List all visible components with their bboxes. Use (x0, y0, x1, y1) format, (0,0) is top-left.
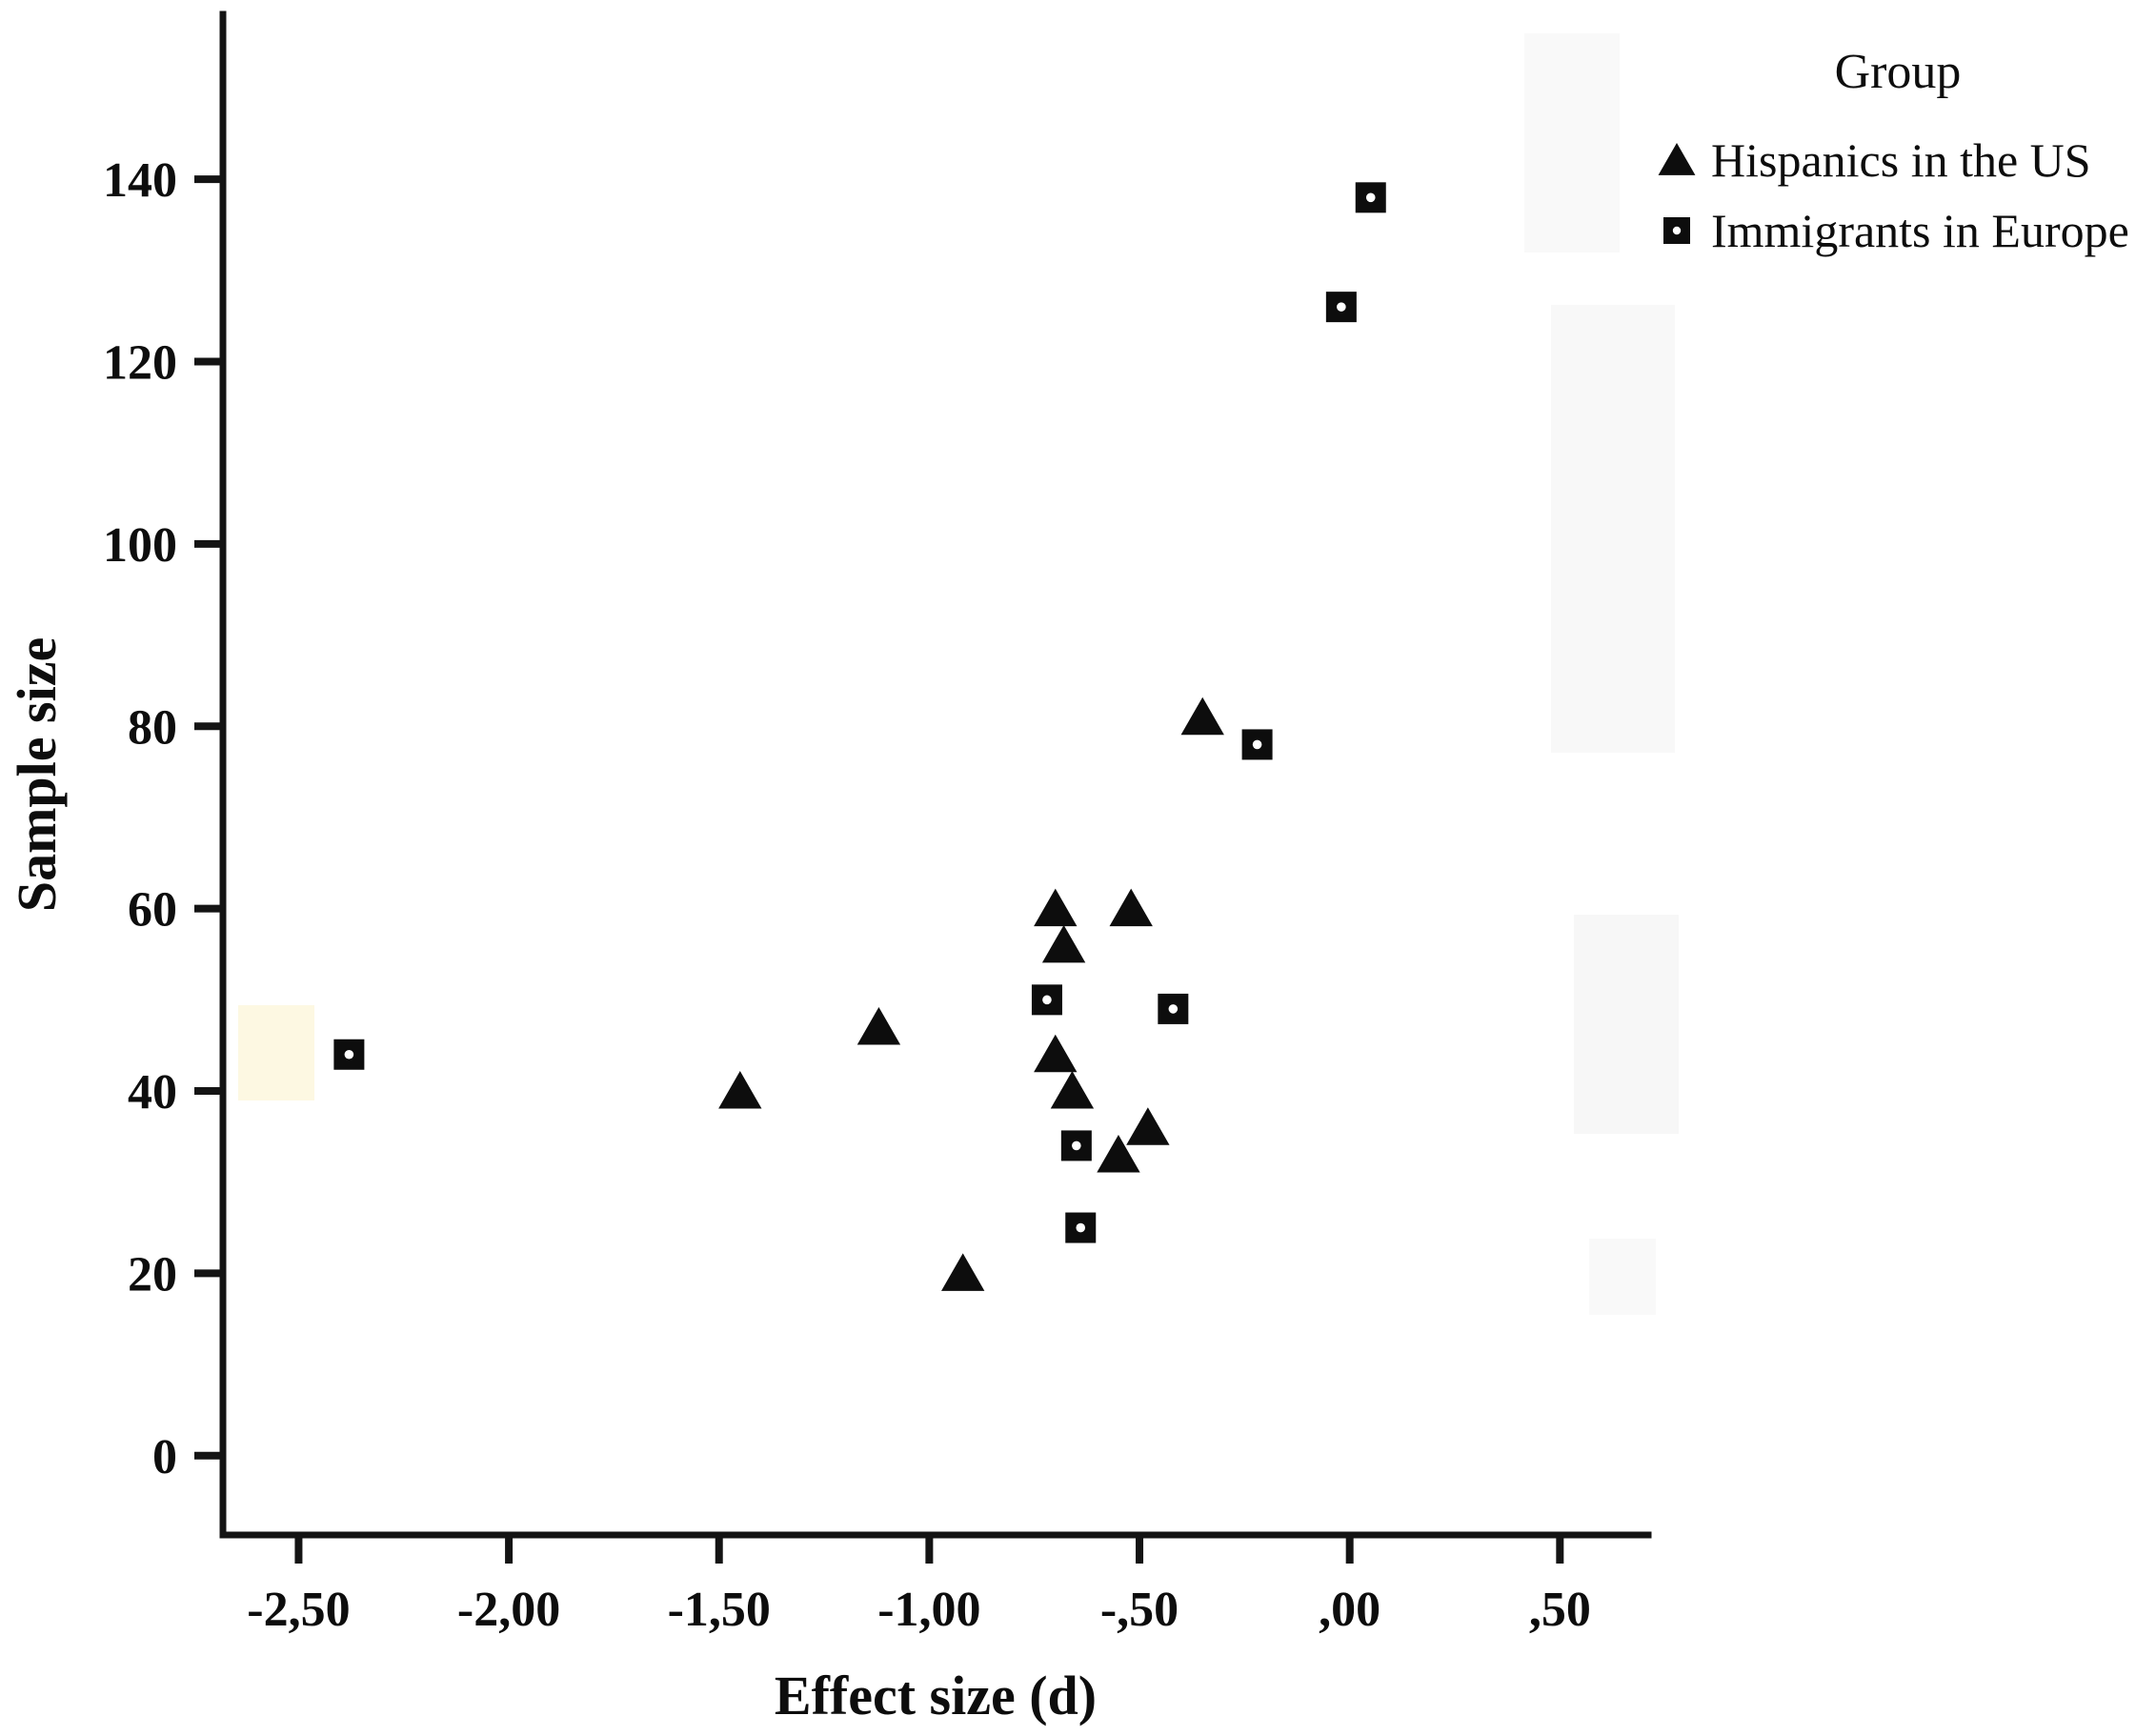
data-point-square (333, 1039, 365, 1070)
data-point-square (1060, 1130, 1092, 1161)
series-triangle (718, 696, 1224, 1291)
legend-title: Group (1835, 45, 1962, 99)
legend: Group Hispanics in the US Immigrants in Eu… (1658, 45, 2129, 257)
plot-content: 0 20 40 60 80 100 120 140 -2,50 -2,00 -1,50 -1,00 -,… (6, 10, 2129, 1726)
x-tick-label: -1,50 (668, 1583, 771, 1637)
data-point-triangle (856, 1007, 901, 1045)
x-tick-label: -2,00 (457, 1583, 560, 1637)
data-point-triangle (718, 1071, 762, 1109)
data-point-square (1031, 984, 1062, 1016)
data-point-triangle (1109, 888, 1153, 927)
legend-entry: Hispanics in the US (1658, 133, 2091, 187)
y-tick-label: 100 (103, 518, 177, 573)
background-artifacts (238, 1005, 314, 1100)
x-tick-label: -,50 (1100, 1583, 1179, 1637)
data-point-triangle (1034, 1034, 1078, 1073)
x-tick-label: -2,50 (247, 1583, 350, 1637)
y-tick-label: 40 (128, 1065, 177, 1120)
data-point-square (1241, 729, 1273, 760)
x-tick-label: ,50 (1529, 1583, 1591, 1637)
data-point-triangle (1097, 1135, 1140, 1173)
y-tick-label: 60 (128, 883, 177, 938)
y-tick-label: 80 (128, 700, 177, 755)
y-tick-label: 0 (152, 1430, 177, 1484)
data-point-square (1355, 182, 1386, 213)
data-point-triangle (1180, 696, 1224, 736)
data-point-square (1325, 292, 1357, 323)
data-point-triangle (1050, 1071, 1095, 1109)
series-square-dot (333, 182, 1386, 1243)
data-point-square (1158, 993, 1189, 1024)
data-point-square (1065, 1212, 1097, 1243)
x-tick-label: ,00 (1319, 1583, 1380, 1637)
y-tick-label: 20 (128, 1247, 177, 1302)
x-tick-label: -1,00 (877, 1583, 980, 1637)
y-axis-title: Sample size (6, 637, 68, 912)
legend-entry: Immigrants in Europe (1663, 204, 2129, 257)
legend-label: Immigrants in Europe (1711, 204, 2129, 257)
data-point-triangle (1126, 1107, 1170, 1145)
data-point-triangle (1034, 888, 1078, 927)
legend-label: Hispanics in the US (1711, 133, 2091, 187)
legend-square-icon (1663, 217, 1690, 244)
y-tick-label: 120 (103, 336, 177, 391)
x-axis-title: Effect size (d) (775, 1665, 1097, 1726)
data-point-triangle (1041, 924, 1086, 963)
legend-triangle-icon (1658, 143, 1696, 175)
data-point-triangle (941, 1253, 985, 1291)
y-tick-label: 140 (103, 153, 177, 208)
